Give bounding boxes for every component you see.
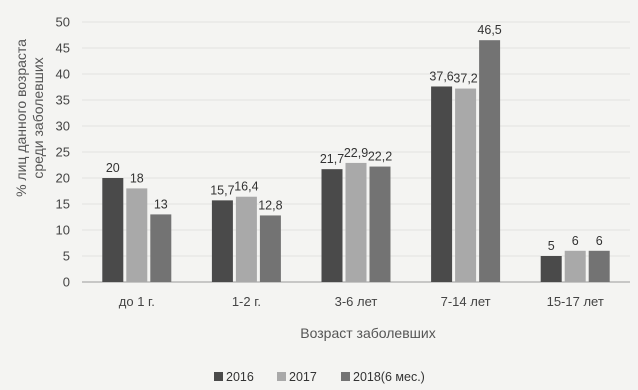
bar <box>369 166 391 282</box>
y-tick-label: 25 <box>56 145 70 160</box>
data-label: 37,2 <box>453 72 477 86</box>
bar <box>431 86 453 282</box>
legend-label-2016: 2016 <box>226 370 254 384</box>
y-axis-ticks: 0 5 10 15 20 25 30 35 40 45 50 <box>56 15 70 290</box>
y-axis-title-line-1: % лиц данного возраста <box>13 39 29 197</box>
data-label: 16,4 <box>234 180 258 194</box>
bar <box>564 250 586 282</box>
data-label: 21,7 <box>320 152 344 166</box>
data-label: 6 <box>572 234 579 248</box>
data-label: 15,7 <box>210 183 234 197</box>
y-tick-label: 15 <box>56 197 70 212</box>
data-label: 46,5 <box>477 23 501 37</box>
data-labels: 20 18 13 15,7 16,412,8 21,7 22,9 22,2 37,6 37,2 46… <box>106 23 603 253</box>
y-tick-label: 0 <box>63 275 70 290</box>
legend-label-2017: 2017 <box>289 370 317 384</box>
bar <box>540 256 562 282</box>
y-tick-label: 35 <box>56 93 70 108</box>
legend-swatch-2018 <box>341 372 350 381</box>
x-tick-label: 3-6 лет <box>335 294 378 309</box>
x-tick-label: 1-2 г. <box>232 294 261 309</box>
bar <box>235 196 257 282</box>
y-tick-label: 40 <box>56 67 70 82</box>
legend-label-2018: 2018(6 мес.) <box>353 370 425 384</box>
bar <box>211 200 233 282</box>
y-tick-label: 30 <box>56 119 70 134</box>
y-tick-label: 5 <box>63 249 70 264</box>
data-label: 13 <box>154 197 168 211</box>
data-label: 12,8 <box>258 198 282 212</box>
bar <box>150 214 172 282</box>
bar <box>321 169 343 282</box>
data-label: 22,2 <box>368 150 392 164</box>
y-axis-title-line-2: среди заболевших <box>30 57 46 178</box>
y-tick-label: 45 <box>56 41 70 56</box>
bars <box>102 40 610 283</box>
data-label: 18 <box>130 171 144 185</box>
y-tick-label: 10 <box>56 223 70 238</box>
x-tick-label: 7-14 лет <box>441 294 491 309</box>
y-tick-label: 50 <box>56 15 70 30</box>
data-label: 5 <box>548 239 555 253</box>
data-label: 20 <box>106 161 120 175</box>
bar <box>102 178 124 282</box>
legend: 2016 2017 2018(6 мес.) <box>214 370 425 384</box>
data-label: 22,9 <box>344 146 368 160</box>
legend-swatch-2016 <box>214 372 223 381</box>
x-tick-label: 15-17 лет <box>547 294 604 309</box>
x-axis-title: Возраст заболевших <box>300 325 435 341</box>
data-label: 37,6 <box>429 69 453 83</box>
x-axis-ticks: до 1 г. 1-2 г. 3-6 лет 7-14 лет 15-17 лет <box>119 294 604 309</box>
x-tick-label: до 1 г. <box>119 294 155 309</box>
y-tick-label: 20 <box>56 171 70 186</box>
bar <box>345 162 367 282</box>
bar <box>588 250 610 282</box>
data-label: 6 <box>596 234 603 248</box>
bar <box>455 88 477 282</box>
legend-swatch-2017 <box>277 372 286 381</box>
bar <box>259 215 281 282</box>
bar <box>479 40 501 283</box>
bar <box>126 188 148 282</box>
